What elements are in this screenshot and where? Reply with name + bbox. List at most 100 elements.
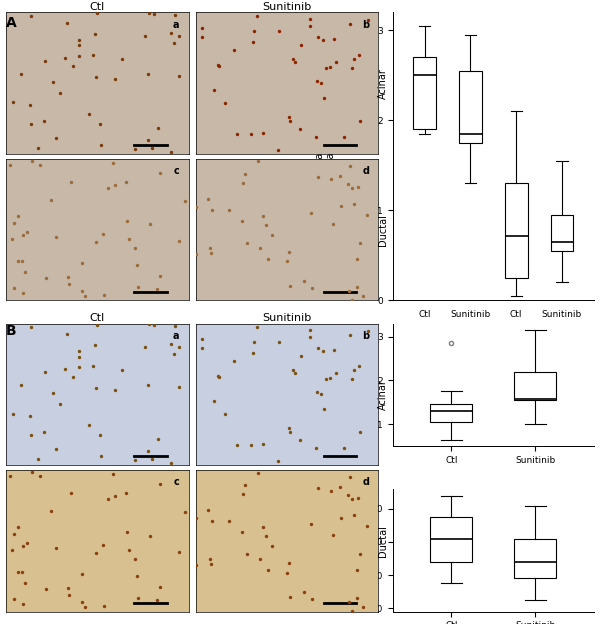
Point <box>25 100 34 110</box>
Point <box>249 336 259 346</box>
Point <box>358 602 367 612</box>
Point <box>191 560 201 570</box>
Point <box>174 383 184 392</box>
Point <box>134 593 143 603</box>
Point <box>307 594 317 604</box>
Point <box>90 340 100 350</box>
Text: c: c <box>173 477 179 487</box>
Point <box>355 427 365 437</box>
Point <box>206 248 216 258</box>
Point <box>246 440 256 450</box>
Point <box>99 290 109 300</box>
Point <box>40 367 50 377</box>
Point <box>8 409 17 419</box>
Point <box>134 282 143 292</box>
Point <box>346 330 355 340</box>
Point <box>17 567 27 577</box>
Point <box>268 230 277 240</box>
Title: Sunitinib: Sunitinib <box>262 2 312 12</box>
Point <box>253 157 262 167</box>
Point <box>307 519 316 529</box>
Point <box>362 520 372 530</box>
Point <box>46 507 56 517</box>
Point <box>155 582 165 592</box>
Point <box>295 436 305 446</box>
Point <box>23 538 32 548</box>
Point <box>5 471 15 481</box>
Point <box>26 321 35 331</box>
Point <box>95 119 105 129</box>
Point <box>221 99 230 109</box>
Point <box>347 607 357 617</box>
Point <box>166 147 176 157</box>
Point <box>130 144 140 154</box>
Point <box>96 140 106 150</box>
Point <box>239 178 248 188</box>
Point <box>96 451 106 461</box>
Point <box>91 383 101 392</box>
PathPatch shape <box>551 215 574 251</box>
Point <box>248 37 257 47</box>
Point <box>328 219 338 229</box>
Point <box>326 485 335 495</box>
Point <box>208 516 217 526</box>
Point <box>191 202 201 212</box>
Point <box>352 254 362 264</box>
Text: c: c <box>173 167 179 177</box>
Y-axis label: Ductal: Ductal <box>377 525 388 557</box>
Point <box>349 54 359 64</box>
Point <box>80 291 90 301</box>
Point <box>331 368 341 378</box>
Point <box>307 283 317 293</box>
Point <box>26 431 35 441</box>
Point <box>362 210 372 220</box>
Point <box>353 494 362 504</box>
Point <box>180 197 190 207</box>
Point <box>145 530 155 540</box>
Y-axis label: P-Histone H3 positive
area (%): P-Histone H3 positive area (%) <box>295 333 316 437</box>
Point <box>347 494 357 504</box>
Point <box>328 530 338 540</box>
Point <box>284 558 294 568</box>
Point <box>329 346 339 356</box>
Point <box>132 260 142 270</box>
Point <box>122 527 132 537</box>
Point <box>149 9 159 19</box>
Point <box>273 457 283 467</box>
Point <box>40 56 50 66</box>
Point <box>224 516 234 526</box>
Point <box>346 19 355 29</box>
Text: Acinar: Acinar <box>433 433 462 442</box>
Point <box>344 286 354 296</box>
Point <box>197 32 206 42</box>
Point <box>238 216 247 226</box>
Point <box>130 456 140 466</box>
Point <box>63 272 73 282</box>
Point <box>77 286 87 296</box>
Point <box>206 558 216 568</box>
Text: d: d <box>362 167 369 177</box>
Point <box>347 296 357 306</box>
Point <box>263 253 273 263</box>
Point <box>288 365 298 375</box>
Text: b: b <box>362 331 369 341</box>
Point <box>91 72 101 82</box>
Point <box>51 133 61 143</box>
Point <box>92 9 102 19</box>
Point <box>344 597 354 607</box>
Point <box>124 234 134 244</box>
Y-axis label: Acinar: Acinar <box>377 67 388 99</box>
Point <box>34 144 43 154</box>
Point <box>285 592 295 602</box>
Point <box>203 505 213 515</box>
Point <box>296 351 305 361</box>
Point <box>9 283 19 293</box>
Point <box>354 361 364 371</box>
Point <box>108 158 118 168</box>
Point <box>197 334 206 344</box>
Point <box>124 545 134 555</box>
Point <box>20 578 30 588</box>
Point <box>320 93 329 103</box>
Point <box>143 135 152 145</box>
Point <box>191 513 201 523</box>
